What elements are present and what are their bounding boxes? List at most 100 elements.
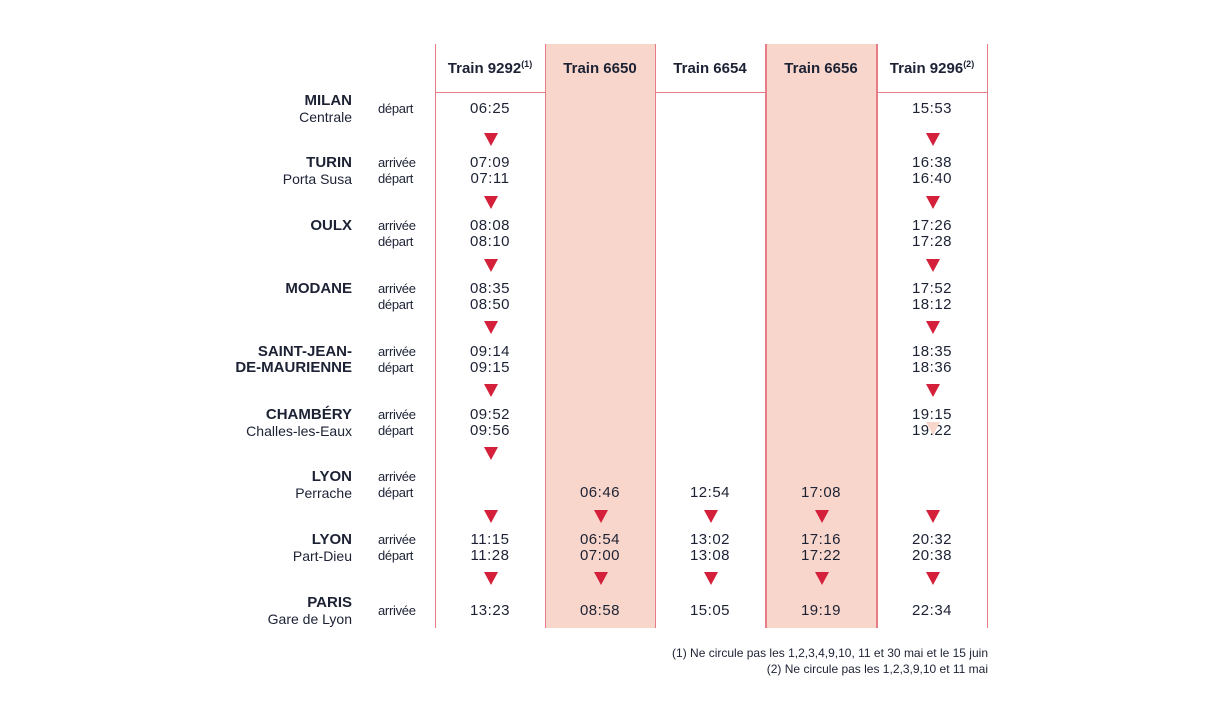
time-label: arrivée — [378, 532, 416, 547]
time-cell: 13:23 — [469, 602, 511, 619]
time-cell: 08:35 — [469, 280, 511, 297]
train-header: Train 6654 — [655, 60, 765, 77]
time-cell: 06:25 — [469, 100, 511, 117]
train-header-label: Train 6650 — [563, 60, 637, 77]
station-city: CHAMBÉRY — [265, 406, 352, 423]
down-arrow-icon — [483, 259, 498, 272]
station-name: LYON Perrache — [200, 469, 352, 502]
time-label: départ — [378, 297, 414, 312]
down-arrow-icon — [703, 572, 718, 585]
train-header: Train 6650 — [545, 60, 655, 77]
down-arrow-icon — [925, 572, 940, 585]
station-city: SAINT-JEAN- — [257, 343, 352, 360]
station-sub: Porta Susa — [282, 171, 352, 187]
time-cell: 07:00 — [579, 547, 621, 564]
time-cell: 17:52 — [911, 280, 953, 297]
time-cell: 20:32 — [911, 531, 953, 548]
train-header-label: Train 9296 — [889, 60, 964, 77]
station-name: MODANE — [200, 281, 352, 297]
time-cell: 11:15 — [470, 531, 510, 548]
footnote-ref: (1) — [521, 59, 533, 69]
down-arrow-icon — [483, 384, 498, 397]
train-header-label: Train 9292 — [447, 60, 522, 77]
time-cell: 08:50 — [469, 296, 511, 313]
down-arrow-icon — [483, 321, 498, 334]
time-cell: 17:08 — [800, 484, 842, 501]
down-arrow-icon — [593, 572, 608, 585]
train-header-label: Train 6654 — [673, 60, 747, 77]
time-label: arrivée — [378, 407, 416, 422]
header-rule — [877, 92, 988, 93]
time-cell: 18:35 — [911, 343, 953, 360]
time-cell: 17:16 — [800, 531, 842, 548]
down-arrow-icon — [925, 259, 940, 272]
train-header: Train 6656 — [766, 60, 876, 77]
down-arrow-icon — [925, 510, 940, 523]
time-label: départ — [378, 171, 414, 186]
time-cell: 17:22 — [800, 547, 842, 564]
time-label: arrivée — [378, 469, 416, 484]
down-arrow-icon — [925, 422, 940, 435]
time-cell: 07:11 — [470, 170, 510, 187]
down-arrow-icon — [814, 572, 829, 585]
time-cell: 15:53 — [911, 100, 953, 117]
time-cell: 12:54 — [689, 484, 731, 501]
down-arrow-icon — [703, 510, 718, 523]
time-cell: 15:05 — [689, 602, 731, 619]
station-sub: DE-MAURIENNE — [235, 359, 352, 376]
down-arrow-icon — [925, 384, 940, 397]
train-column-5 — [877, 44, 988, 628]
header-rule — [435, 92, 546, 93]
station-name: LYON Part-Dieu — [200, 532, 352, 565]
time-cell: 08:58 — [579, 602, 621, 619]
time-cell: 16:38 — [911, 154, 953, 171]
station-city: MILAN — [304, 92, 353, 109]
time-cell: 06:54 — [579, 531, 621, 548]
time-cell: 16:40 — [911, 170, 953, 187]
footnote-ref: (2) — [963, 59, 975, 69]
train-column-4 — [766, 44, 877, 628]
time-label: arrivée — [378, 603, 416, 618]
footnote: (1) Ne circule pas les 1,2,3,4,9,10, 11 … — [672, 646, 988, 660]
station-name: PARIS Gare de Lyon — [200, 595, 352, 628]
time-cell: 19:19 — [800, 602, 842, 619]
time-cell: 18:36 — [911, 359, 953, 376]
down-arrow-icon — [925, 196, 940, 209]
time-label: départ — [378, 423, 414, 438]
time-cell: 09:56 — [469, 422, 511, 439]
down-arrow-icon — [483, 196, 498, 209]
time-cell: 17:26 — [911, 217, 953, 234]
time-cell: 13:08 — [689, 547, 731, 564]
station-name: CHAMBÉRY Challes-les-Eaux — [200, 406, 352, 440]
down-arrow-icon — [483, 572, 498, 585]
time-cell: 07:09 — [469, 154, 511, 171]
time-label: départ — [378, 548, 414, 563]
time-cell: 22:34 — [911, 602, 953, 619]
time-cell: 08:10 — [469, 233, 511, 250]
train-column-2 — [545, 44, 656, 628]
station-name: SAINT-JEAN- DE-MAURIENNE — [200, 344, 352, 376]
time-cell: 11:28 — [470, 547, 510, 564]
down-arrow-icon — [925, 133, 940, 146]
station-sub: Challes-les-Eaux — [246, 423, 352, 439]
down-arrow-icon — [483, 510, 498, 523]
station-sub: Part-Dieu — [292, 548, 352, 564]
header-rule — [655, 92, 766, 93]
time-label: arrivée — [378, 155, 416, 170]
station-sub: Perrache — [295, 485, 352, 501]
time-label: départ — [378, 234, 414, 249]
train-header: Train 9296(2) — [877, 59, 987, 77]
station-sub: Gare de Lyon — [267, 611, 352, 627]
time-cell: 09:52 — [469, 406, 511, 423]
time-label: arrivée — [378, 281, 416, 296]
time-cell: 19:15 — [911, 406, 953, 423]
train-header: Train 9292(1) — [435, 59, 545, 77]
time-cell: 18:12 — [911, 296, 953, 313]
time-label: arrivée — [378, 344, 416, 359]
down-arrow-icon — [593, 510, 608, 523]
time-cell: 09:14 — [469, 343, 511, 360]
time-cell: 20:38 — [911, 547, 953, 564]
footnote: (2) Ne circule pas les 1,2,3,9,10 et 11 … — [766, 662, 988, 676]
station-name: MILAN Centrale — [200, 92, 353, 126]
time-label: départ — [378, 485, 414, 500]
